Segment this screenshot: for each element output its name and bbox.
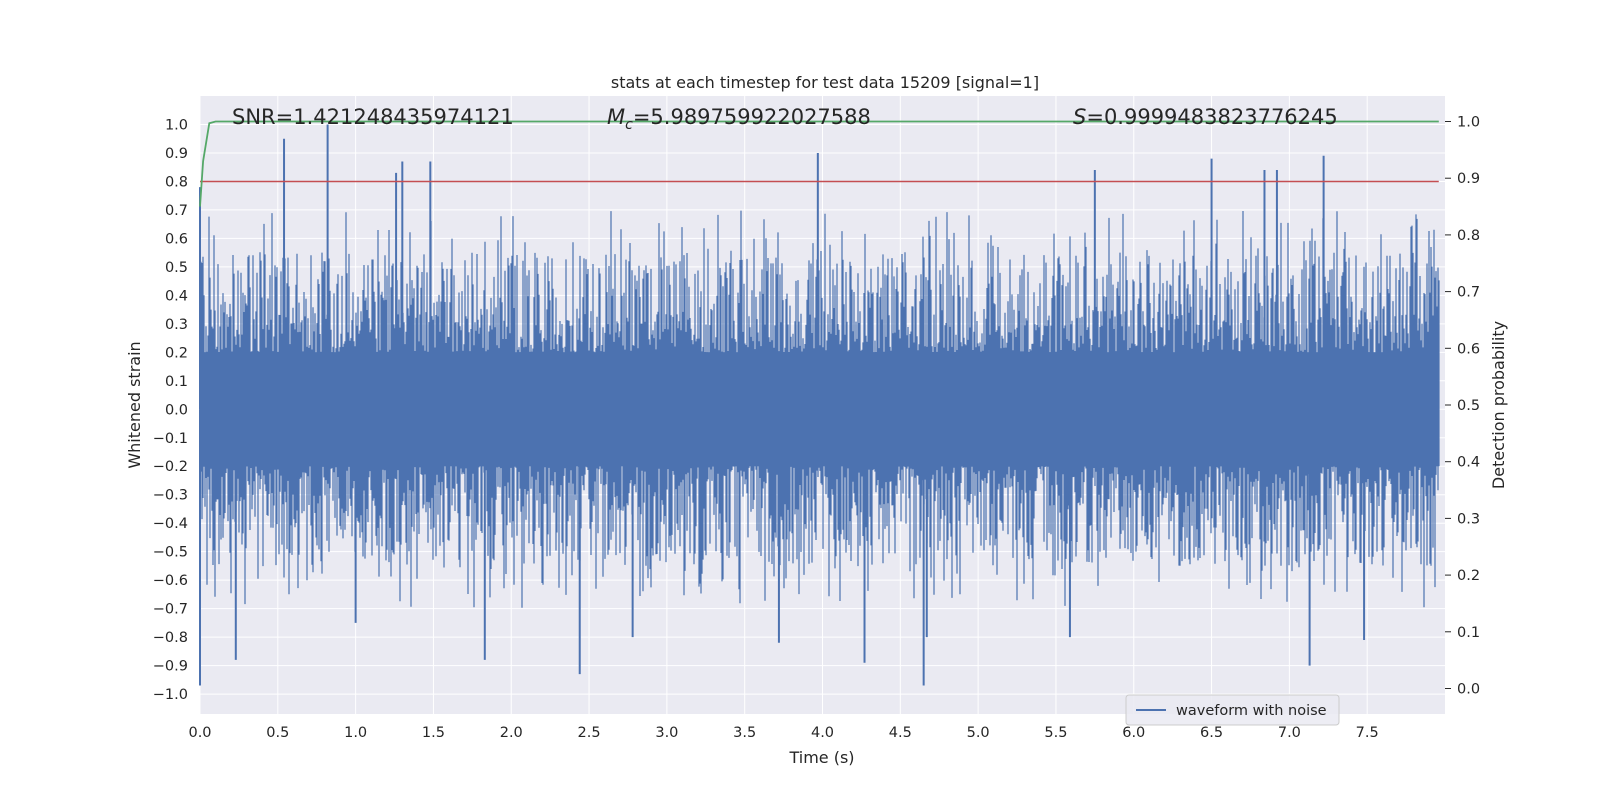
y-tick-label: −0.9 [153,659,188,675]
y2-tick-label: 0.8 [1457,228,1480,244]
chirp-mass-symbol: M [607,105,625,129]
y-tick-label: 0.0 [165,402,188,418]
y-tick-label: −1.0 [153,687,188,703]
score-annotation: S=0.9999483823776245 [1073,105,1338,129]
y-axis-label: Whitened strain [125,341,144,468]
y-tick-label: −0.1 [153,431,188,447]
overlay-lines [199,120,1439,207]
y-tick-label: −0.4 [153,516,188,532]
score-symbol: S [1073,105,1086,129]
score-value: =0.9999483823776245 [1086,105,1337,129]
snr-annotation: SNR=1.421248435974121 [232,105,514,129]
x-tick-label: 6.5 [1200,725,1223,741]
chirp-mass-annotation: Mc=5.989759922027588 [607,105,871,133]
y-tick-label: 0.3 [165,317,188,333]
x-tick-label: 2.5 [578,725,601,741]
x-tick-label: 1.0 [344,725,367,741]
y2-tick-label: 0.9 [1457,171,1480,187]
x-tick-label: 4.0 [811,725,834,741]
y-tick-label: 0.7 [165,203,188,219]
x-tick-label: 0.0 [188,725,211,741]
y-tick-label: −0.6 [153,573,188,589]
y-tick-label: 0.4 [165,288,188,304]
y2-tick-label: 0.7 [1457,285,1480,301]
y-tick-label: −0.3 [153,488,188,504]
y-tick-label: 0.2 [165,345,188,361]
detection-probability-line [199,120,1439,207]
legend: waveform with noise [1125,694,1340,726]
waveform-series [199,124,1440,686]
y2-tick-label: 1.0 [1457,115,1480,131]
x-tick-label: 0.5 [266,725,289,741]
y-tick-label: 0.5 [165,260,188,276]
y-tick-label: −0.7 [153,602,188,618]
x-tick-label: 3.0 [655,725,678,741]
y2-axis-label: Detection probability [1489,321,1508,489]
legend-label-waveform: waveform with noise [1176,703,1327,719]
x-tick-label: 7.5 [1356,725,1379,741]
y2-tick-label: 0.0 [1457,681,1480,697]
legend-box [1125,694,1340,726]
chirp-mass-subscript: c [625,117,633,133]
y2-tick-label: 0.2 [1457,568,1480,584]
y2-tick-label: 0.3 [1457,511,1480,527]
x-tick-label: 4.5 [889,725,912,741]
y-tick-label: 1.0 [165,117,188,133]
y2-tick-label: 0.5 [1457,398,1480,414]
y2-tick-label: 0.1 [1457,625,1480,641]
y-tick-label: −0.5 [153,545,188,561]
x-tick-label: 3.5 [733,725,756,741]
x-tick-label: 5.5 [1044,725,1067,741]
y2-tick-label: 0.6 [1457,341,1480,357]
y2-tick-label: 0.4 [1457,455,1480,471]
x-tick-label: 1.5 [422,725,445,741]
y-tick-label: −0.2 [153,459,188,475]
y-tick-label: 0.9 [165,146,188,162]
axis-ticks: 0.0 0.5 1.0 1.5 2.0 2.5 3.0 3.5 4.0 4.5 5.0 5.5 6.0 6… [153,115,1480,741]
chart-title: stats at each timestep for test data 152… [611,73,1039,92]
x-tick-label: 2.0 [500,725,523,741]
y-tick-label: −0.8 [153,630,188,646]
x-tick-label: 6.0 [1122,725,1145,741]
y-tick-label: 0.8 [165,174,188,190]
y-tick-label: 0.6 [165,231,188,247]
y-tick-label: 0.1 [165,374,188,390]
x-tick-label: 5.0 [967,725,990,741]
chirp-mass-value: =5.989759922027588 [633,105,871,129]
x-axis-label: Time (s) [788,748,854,767]
x-tick-label: 7.0 [1278,725,1301,741]
